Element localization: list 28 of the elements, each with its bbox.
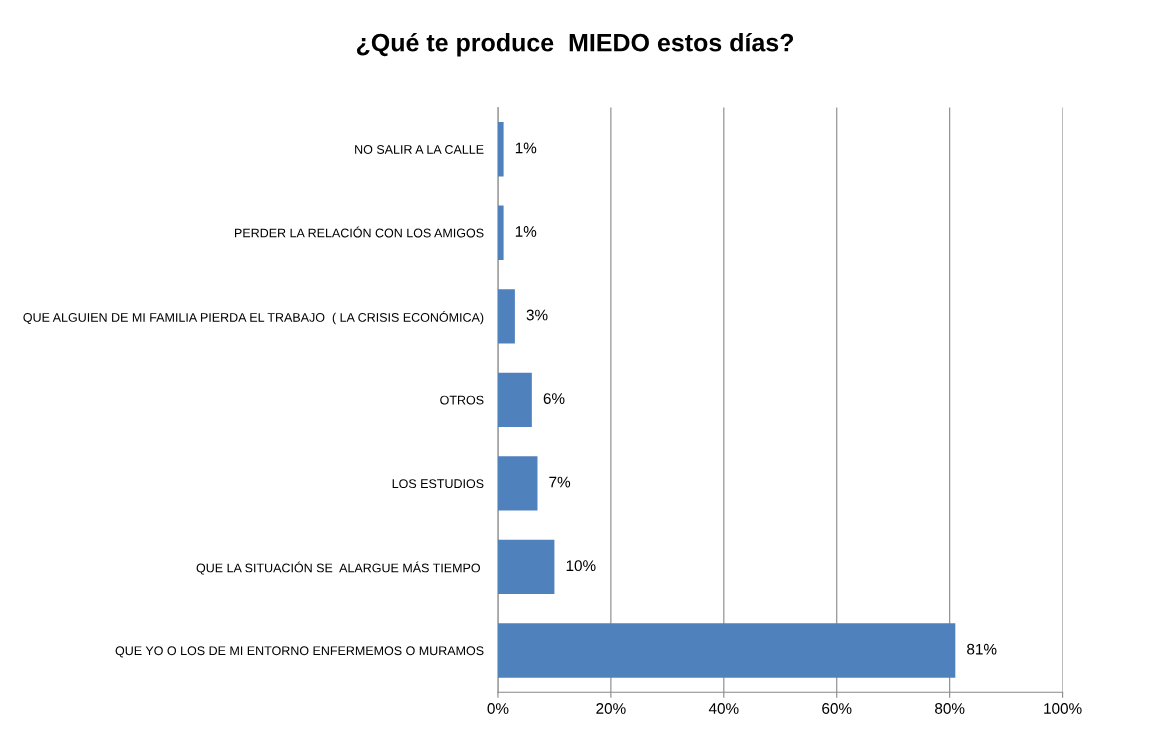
bar xyxy=(497,372,532,428)
x-tick-label: 20% xyxy=(596,703,626,714)
x-tick-label: 80% xyxy=(935,703,965,714)
x-tick-label: 100% xyxy=(1044,703,1082,714)
x-tick-label: 60% xyxy=(822,703,852,714)
y-tick-label: QUE YO O LOS DE MI ENTORNO ENFERMEMOS O MURAMOS xyxy=(115,646,484,658)
chart-title: ¿Qué te produce MIEDO estos días? xyxy=(356,32,794,57)
y-tick-label: PERDER LA RELACIÓN CON LOS AMIGOS xyxy=(235,226,484,238)
bar xyxy=(497,205,504,260)
y-tick-label: LOS ESTUDIOS xyxy=(392,479,484,489)
bar xyxy=(497,122,504,177)
data-label: 10% xyxy=(566,560,596,572)
bar xyxy=(497,623,956,678)
y-tick-label: QUE ALGUIEN DE MI FAMILIA PIERDA EL TRABAJO ( LA CRISIS ECONÓMICA) xyxy=(23,310,484,325)
data-label: 81% xyxy=(967,643,997,655)
bar xyxy=(497,456,538,511)
x-tick-label: 0% xyxy=(487,703,509,714)
data-label: 1% xyxy=(515,226,537,237)
y-tick-label: OTROS xyxy=(440,395,484,405)
data-label: 6% xyxy=(543,393,565,404)
y-tick-label: QUE LA SITUACIÓN SE ALARGUE MÁS TIEMPO xyxy=(196,561,480,575)
data-label: 7% xyxy=(549,476,571,488)
data-label: 1% xyxy=(515,142,537,154)
data-label: 3% xyxy=(526,309,548,321)
bar xyxy=(497,289,515,344)
bar xyxy=(497,539,555,595)
y-tick-label: NO SALIR A LA CALLE xyxy=(355,145,484,154)
x-tick-label: 40% xyxy=(708,703,739,714)
